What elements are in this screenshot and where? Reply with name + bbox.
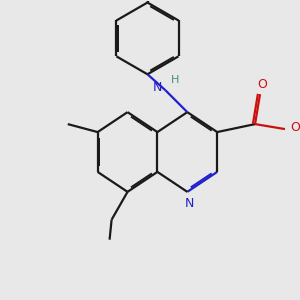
Text: O: O: [257, 78, 267, 91]
Text: O: O: [290, 121, 300, 134]
Text: N: N: [153, 81, 162, 94]
Text: N: N: [184, 197, 194, 210]
Text: H: H: [171, 75, 179, 85]
